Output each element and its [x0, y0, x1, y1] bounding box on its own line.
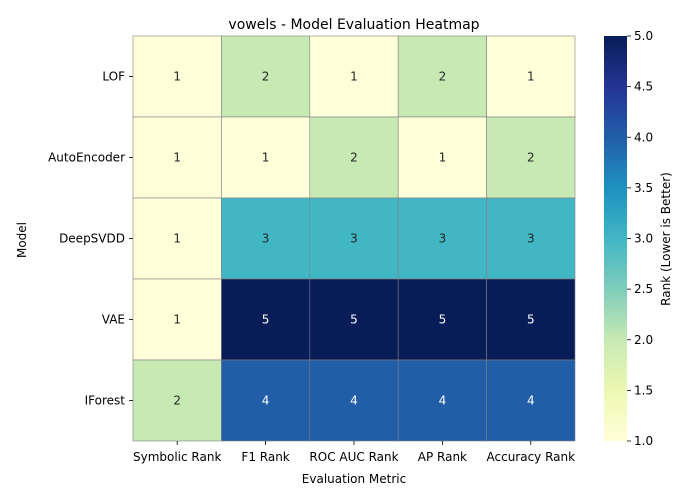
heatmap-cell	[221, 35, 311, 118]
heatmap-cell	[486, 35, 576, 118]
x-tick-label: Symbolic Rank	[133, 450, 221, 464]
heatmap-cell	[309, 359, 399, 442]
cell-value-label: 1	[527, 70, 535, 84]
cell-value-label: 2	[527, 151, 535, 165]
cell-value-label: 5	[527, 313, 535, 327]
colorbar-tick-label: 1.5	[634, 383, 653, 397]
heatmap-cell	[309, 197, 399, 280]
heatmap-cell	[132, 35, 222, 118]
heatmap-cell	[397, 35, 487, 118]
cell-value-label: 2	[173, 394, 181, 408]
x-tick-label: ROC AUC Rank	[309, 450, 398, 464]
heatmap-cell	[221, 278, 311, 361]
heatmap-cell	[132, 116, 222, 199]
heatmap-cell-labels: 1 2 1 2 1 1 1 2 1 2 1 3 3 3 3 1 5 5 5 5 2 4 4 4 4	[173, 70, 534, 408]
cell-value-label: 4	[262, 394, 270, 408]
x-tick-label: AP Rank	[418, 450, 467, 464]
cell-value-label: 1	[173, 232, 181, 246]
colorbar-tick-label: 3.5	[634, 181, 653, 195]
cell-value-label: 1	[439, 151, 447, 165]
x-axis-label: Evaluation Metric	[302, 472, 406, 486]
heatmap-cell	[309, 278, 399, 361]
cell-value-label: 1	[350, 70, 358, 84]
colorbar-tick-label: 2.5	[634, 282, 653, 296]
cell-value-label: 5	[439, 313, 447, 327]
cell-value-label: 1	[262, 151, 270, 165]
cell-value-label: 1	[173, 70, 181, 84]
cell-value-label: 2	[262, 70, 270, 84]
heatmap-cell	[397, 278, 487, 361]
y-tick-label: VAE	[102, 313, 125, 327]
x-tick-label: F1 Rank	[241, 450, 289, 464]
x-axis-ticks: Symbolic Rank F1 Rank ROC AUC Rank AP Rank A…	[133, 441, 575, 464]
cell-value-label: 4	[527, 394, 535, 408]
heatmap-cell	[309, 116, 399, 199]
y-axis-label: Model	[15, 222, 29, 258]
colorbar-tick-label: 1.0	[634, 434, 653, 448]
heatmap-cell	[309, 35, 399, 118]
cell-value-label: 2	[350, 151, 358, 165]
cell-value-label: 1	[173, 313, 181, 327]
heatmap-cell	[397, 197, 487, 280]
cell-value-label: 3	[262, 232, 270, 246]
heatmap-cell	[221, 359, 311, 442]
y-tick-label: IForest	[85, 394, 126, 408]
cell-value-label: 5	[350, 313, 358, 327]
chart-title: vowels - Model Evaluation Heatmap	[228, 17, 479, 33]
x-tick-label: Accuracy Rank	[487, 450, 576, 464]
colorbar-tick-label: 3.0	[634, 232, 653, 246]
colorbar	[604, 36, 627, 441]
cell-value-label: 4	[439, 394, 447, 408]
y-tick-label: LOF	[102, 70, 125, 84]
heatmap-cells	[132, 35, 576, 442]
cell-value-label: 3	[527, 232, 535, 246]
cell-value-label: 3	[439, 232, 447, 246]
y-axis-ticks: LOF AutoEncoder DeepSVDD VAE IForest	[48, 70, 133, 408]
colorbar-ticks: 1.0 1.5 2.0 2.5 3.0 3.5 4.0 4.5 5.0	[627, 29, 653, 448]
heatmap-cell	[132, 359, 222, 442]
heatmap-cell	[221, 197, 311, 280]
heatmap-cell	[486, 359, 576, 442]
cell-value-label: 5	[262, 313, 270, 327]
colorbar-tick-label: 4.0	[634, 130, 653, 144]
colorbar-tick-label: 5.0	[634, 29, 653, 43]
colorbar-tick-label: 4.5	[634, 80, 653, 94]
cell-value-label: 2	[439, 70, 447, 84]
y-tick-label: DeepSVDD	[59, 232, 125, 246]
cell-value-label: 4	[350, 394, 358, 408]
heatmap-cell	[486, 116, 576, 199]
colorbar-tick-label: 2.0	[634, 333, 653, 347]
cell-value-label: 3	[350, 232, 358, 246]
y-tick-label: AutoEncoder	[48, 151, 125, 165]
heatmap-cell	[486, 278, 576, 361]
colorbar-label: Rank (Lower is Better)	[659, 172, 673, 306]
heatmap-cell	[486, 197, 576, 280]
cell-value-label: 1	[173, 151, 181, 165]
